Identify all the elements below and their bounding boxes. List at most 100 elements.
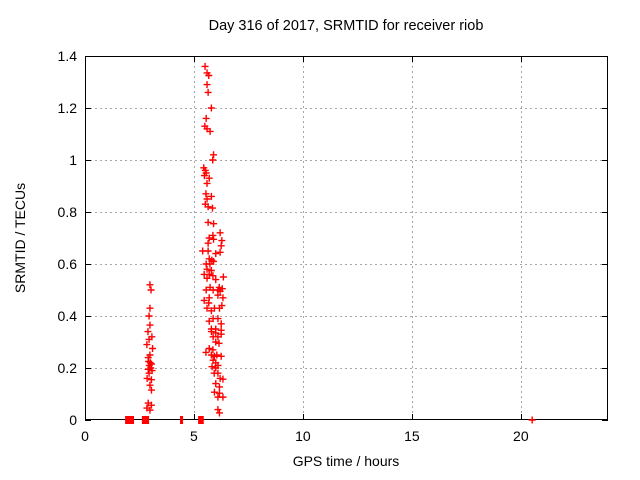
data-point-marker (202, 114, 210, 122)
data-point-marker (210, 257, 218, 265)
data-point-marker (212, 329, 220, 337)
data-point-marker (219, 294, 227, 302)
y-tick-label: 1.2 (58, 100, 78, 116)
grid-layer (85, 56, 608, 420)
data-point-marker (207, 267, 215, 274)
x-tick-label: 0 (81, 428, 89, 444)
data-point-marker (214, 406, 222, 414)
data-point-marker (206, 260, 214, 268)
data-point-marker (207, 307, 215, 315)
x-tick-label: 5 (190, 428, 198, 444)
data-point-marker (212, 276, 220, 284)
data-point-marker (145, 335, 153, 343)
data-point-marker (215, 383, 223, 391)
data-point-marker (146, 321, 154, 329)
y-axis-label: SRMTID / TECUs (12, 183, 28, 293)
data-point-marker (201, 62, 209, 70)
data-point-marker (203, 81, 211, 89)
data-point-marker (219, 393, 227, 401)
data-point-marker (217, 320, 225, 328)
data-point-marker (147, 376, 155, 384)
data-point-marker (203, 195, 211, 203)
data-point-marker (219, 375, 227, 383)
data-point-marker (145, 369, 153, 377)
chart-title: Day 316 of 2017, SRMTID for receiver rio… (209, 18, 484, 34)
data-point-marker (204, 203, 212, 211)
plot-border (85, 56, 608, 420)
data-point-marker (212, 364, 220, 372)
data-point-marker (208, 204, 216, 212)
data-point-marker (205, 317, 213, 325)
data-point-marker (147, 401, 155, 409)
data-point-marker (203, 179, 211, 187)
data-point-marker (212, 338, 220, 346)
data-point-marker (205, 72, 213, 79)
data-point-marker (204, 218, 212, 226)
data-point-marker (212, 380, 220, 388)
data-point-marker (214, 369, 222, 377)
x-tick-label: 20 (513, 428, 529, 444)
y-tick-label: 0.2 (58, 360, 78, 376)
y-tick-label: 1.4 (58, 48, 78, 64)
tick-label-layer: 0 0.2 0.4 0.6 0.8 1 1.2 1.4 0 5 10 15 20 (58, 48, 529, 444)
baseline-marker-run (180, 416, 184, 424)
data-point-marker (214, 315, 222, 323)
data-point-marker (205, 174, 213, 182)
data-point-marker (204, 88, 212, 96)
y-tick-label: 0.4 (58, 308, 78, 324)
data-point-marker (214, 333, 222, 341)
data-point-marker (204, 247, 212, 255)
data-point-marker (202, 190, 210, 198)
data-point-marker (202, 348, 210, 356)
data-point-marker (216, 229, 224, 237)
data-point-marker (205, 345, 213, 352)
data-point-marker (147, 286, 155, 294)
y-tick-label: 1 (69, 152, 77, 168)
data-point-marker (209, 346, 217, 354)
data-point-marker (210, 352, 218, 360)
data-point-marker (207, 192, 215, 200)
data-point-marker (147, 386, 155, 394)
data-point-marker (146, 406, 154, 414)
y-tick-label: 0.8 (58, 204, 78, 220)
data-point-marker (203, 265, 211, 273)
data-point-marker (215, 304, 223, 312)
data-point-marker (204, 239, 212, 247)
data-point-marker (143, 341, 151, 349)
data-point-marker (209, 272, 217, 280)
data-point-marker (144, 365, 152, 373)
data-point-marker (207, 328, 215, 336)
data-point-marker (144, 328, 152, 336)
data-point-marker (210, 235, 218, 243)
x-tick-label: 10 (295, 428, 311, 444)
data-point-marker (212, 250, 220, 258)
data-point-marker (200, 172, 208, 180)
data-point-marker (205, 270, 213, 278)
data-point-marker (146, 304, 154, 312)
y-tick-label: 0.6 (58, 256, 78, 272)
data-point-marker (208, 363, 216, 371)
data-point-marker (149, 345, 157, 352)
data-point-marker (528, 416, 536, 424)
data-point-marker (217, 352, 225, 360)
data-point-marker (219, 273, 227, 281)
data-point-marker (215, 339, 223, 347)
data-point-marker (214, 291, 222, 299)
data-point-marker (210, 220, 218, 228)
baseline-marker-run (141, 416, 150, 424)
data-point-marker (216, 248, 224, 256)
data-point-marker (203, 274, 211, 282)
y-tick-label: 0 (69, 412, 77, 428)
data-point-marker (145, 312, 153, 320)
baseline-marker-run (125, 416, 135, 424)
data-point-marker (207, 104, 215, 112)
data-point-marker (202, 286, 210, 294)
data-point-marker (203, 304, 211, 312)
data-point-marker (206, 127, 214, 135)
data-point-marker (205, 299, 213, 307)
x-tick-label: 15 (404, 428, 420, 444)
data-point-marker (200, 296, 208, 304)
data-point-marker (205, 234, 213, 242)
